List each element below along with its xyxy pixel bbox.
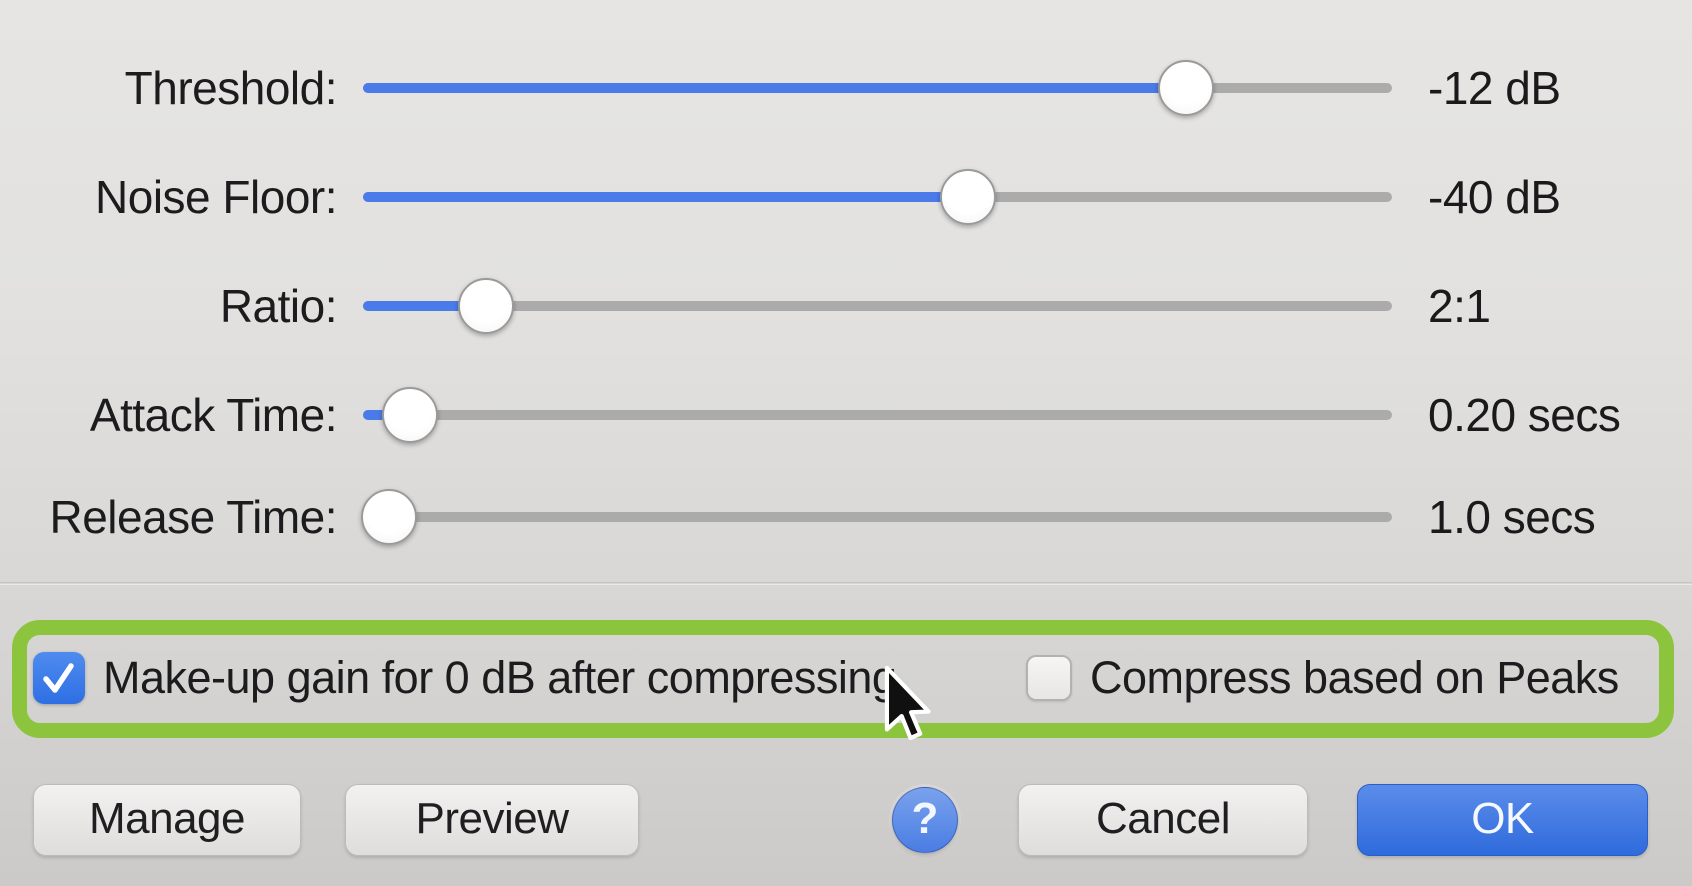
threshold-slider-fill xyxy=(363,83,1187,93)
ratio-slider-fill xyxy=(363,301,487,311)
ok-button[interactable]: OK xyxy=(1357,784,1648,856)
ratio-label: Ratio: xyxy=(219,280,338,332)
makeup-gain-label[interactable]: Make-up gain for 0 dB after compressing xyxy=(103,652,897,703)
threshold-slider-knob[interactable] xyxy=(1158,60,1215,116)
question-mark-icon: ? xyxy=(911,794,939,843)
release-time-slider-track[interactable] xyxy=(360,489,1392,545)
threshold-label: Threshold: xyxy=(124,62,338,114)
noise-floor-label: Noise Floor: xyxy=(95,171,337,223)
checkmark-icon xyxy=(43,663,74,693)
attack-time-label: Attack Time: xyxy=(89,389,338,441)
noise-floor-value: -40 dB xyxy=(1428,171,1561,223)
ratio-slider-knob[interactable] xyxy=(458,278,515,334)
help-button[interactable]: ? xyxy=(892,787,958,853)
slider-row-release-time: Release Time: 1.0 secs xyxy=(0,485,1692,549)
slider-row-threshold: Threshold: -12 dB xyxy=(0,56,1692,120)
threshold-value: -12 dB xyxy=(1428,62,1561,114)
compress-peaks-label[interactable]: Compress based on Peaks xyxy=(1090,652,1619,703)
attack-time-slider-track[interactable] xyxy=(363,387,1392,443)
release-time-slider-knob[interactable] xyxy=(360,489,417,545)
preview-button[interactable]: Preview xyxy=(345,784,639,856)
slider-row-ratio: Ratio: 2:1 xyxy=(0,274,1692,338)
attack-time-slider-knob[interactable] xyxy=(382,387,439,443)
attack-time-value: 0.20 secs xyxy=(1428,389,1621,441)
noise-floor-slider-fill xyxy=(363,192,969,202)
release-time-label: Release Time: xyxy=(49,491,337,543)
slider-row-noise-floor: Noise Floor: -40 dB xyxy=(0,165,1692,229)
makeup-gain-checkbox[interactable] xyxy=(33,652,85,704)
cancel-button[interactable]: Cancel xyxy=(1018,784,1308,856)
slider-row-attack-time: Attack Time: 0.20 secs xyxy=(0,383,1692,447)
noise-floor-slider-track[interactable] xyxy=(363,169,1392,225)
manage-button[interactable]: Manage xyxy=(33,784,301,856)
section-divider xyxy=(0,582,1692,585)
compress-peaks-checkbox[interactable] xyxy=(1026,655,1072,701)
release-time-value: 1.0 secs xyxy=(1428,491,1596,543)
ratio-value: 2:1 xyxy=(1428,280,1491,332)
noise-floor-slider-knob[interactable] xyxy=(940,169,997,225)
ratio-slider-track[interactable] xyxy=(363,278,1392,334)
threshold-slider-track[interactable] xyxy=(363,60,1392,116)
